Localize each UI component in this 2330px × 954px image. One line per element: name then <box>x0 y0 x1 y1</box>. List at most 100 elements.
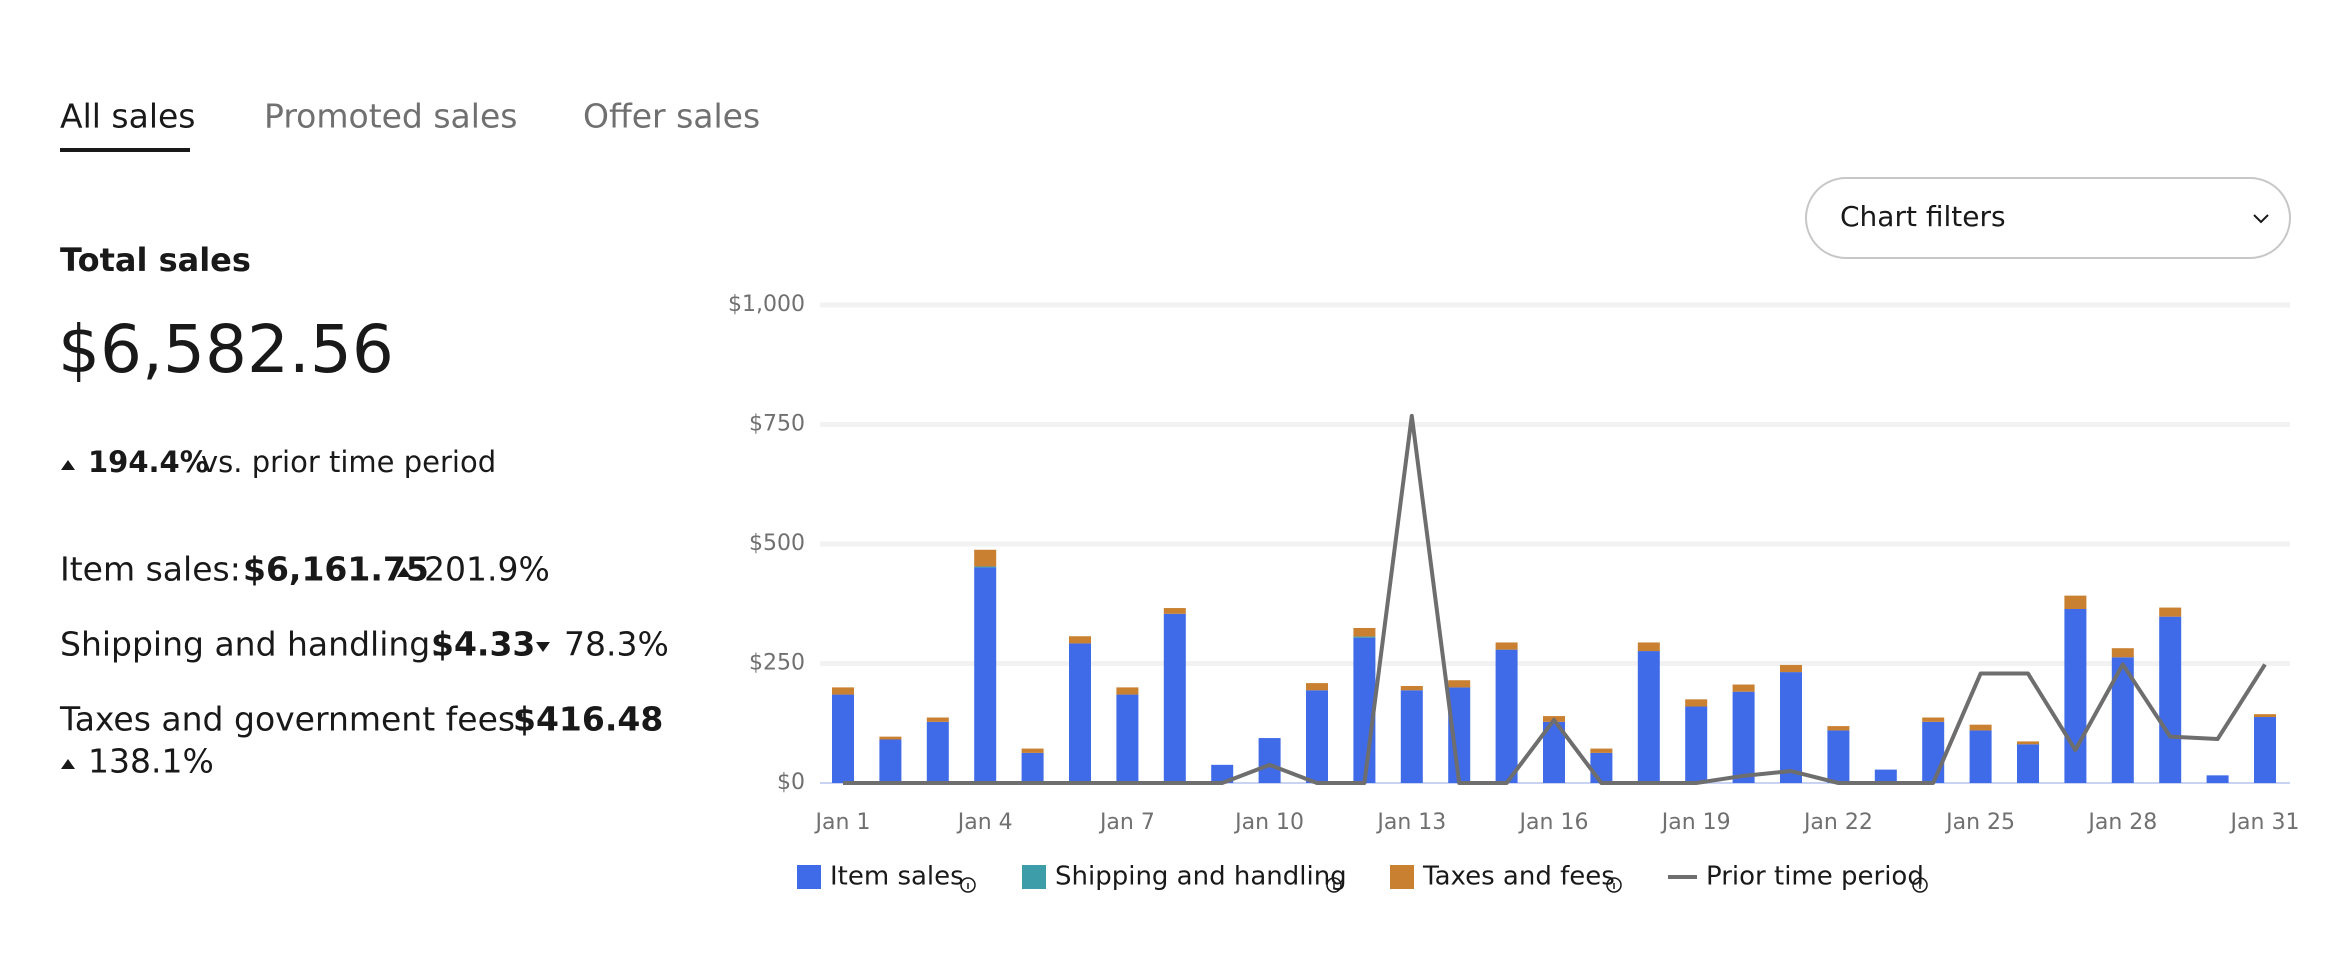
bar-segment <box>1590 752 1613 783</box>
bar-segment <box>1211 764 1234 783</box>
bar-segment <box>1353 627 1376 637</box>
x-tick-label: Jan 19 <box>1660 810 1731 835</box>
bar-segment <box>1874 769 1897 783</box>
total: $6,582.56 <box>58 311 394 388</box>
bar-segment <box>2254 717 2276 783</box>
tab-underline <box>60 148 190 152</box>
bar-segment <box>1780 672 1802 783</box>
bar-segment <box>879 736 902 740</box>
bar-segment <box>1685 699 1708 707</box>
info-icon <box>1912 877 1928 893</box>
legend-swatch <box>1022 865 1046 889</box>
bar-segment <box>1685 706 1708 783</box>
bar-segment <box>1021 752 1044 783</box>
info-icon <box>1326 877 1342 893</box>
legend-label: Prior time period <box>1706 862 1924 892</box>
bar-segment <box>2111 648 2134 658</box>
legend-label: Item sales <box>830 862 964 892</box>
bar-segment <box>1163 608 1186 614</box>
bar-segment <box>1543 721 1565 783</box>
bar-segment <box>1116 694 1139 783</box>
x-tick-label: Jan 28 <box>2086 810 2157 835</box>
x-tick-label: Jan 4 <box>956 810 1013 835</box>
item-label: Taxes and government fees: <box>59 700 526 739</box>
item-change: 78.3% <box>564 625 669 664</box>
chart: $0 $250 $500 $750 $1,000 Jan 1 Jan 4 Jan 7 Jan 1… <box>728 292 2300 893</box>
bar-segment <box>1021 748 1044 753</box>
bar-segment <box>2159 607 2182 617</box>
bar-segment <box>1069 643 1091 783</box>
legend-swatch <box>797 865 821 889</box>
bar-segment <box>1495 642 1518 650</box>
bar-segment <box>1590 748 1613 753</box>
bar-segment <box>1400 690 1423 783</box>
bar-segment <box>1969 730 1992 783</box>
up-arrow <box>397 567 411 577</box>
filter-button-label[interactable]: Chart filters <box>1840 200 2006 233</box>
bar-segment <box>2111 657 2134 783</box>
item-amount: $416.48 <box>513 700 663 739</box>
bar-segment <box>974 549 997 567</box>
item-label: Shipping and handling: <box>60 625 441 664</box>
bar-segment <box>832 694 854 783</box>
x-tick-label: Jan 7 <box>1098 810 1155 835</box>
x-tick-label: Jan 13 <box>1375 810 1446 835</box>
line <box>843 413 2267 785</box>
item-label: Item sales: <box>60 550 241 589</box>
bar-segment <box>2064 609 2087 783</box>
bar-segment <box>1400 685 1423 691</box>
bar-segment <box>1306 683 1328 691</box>
bar-segment <box>974 567 997 783</box>
legend-label: Taxes and fees <box>1422 862 1615 892</box>
bar-segment <box>879 739 902 783</box>
y-tick-label: $750 <box>749 412 805 437</box>
change: 194.4% <box>88 445 209 479</box>
x-tick-label: Jan 25 <box>1944 810 2015 835</box>
bar-segment <box>832 687 854 695</box>
bar-segment <box>2206 775 2229 783</box>
bar-segment <box>1922 721 1945 783</box>
bar-segment <box>1069 636 1091 644</box>
bar-segment <box>1258 738 1281 783</box>
y-tick-label: $250 <box>749 651 805 676</box>
bar-segment <box>926 717 949 722</box>
y-tick-label: $500 <box>749 531 805 556</box>
filter-button[interactable] <box>1805 177 2291 259</box>
bar-segment <box>1780 664 1802 673</box>
bar-segment <box>1827 726 1850 731</box>
y-tick-label: $1,000 <box>728 292 805 317</box>
tab[interactable]: Promoted sales <box>264 97 517 136</box>
x-tick-label: Jan 22 <box>1802 810 1873 835</box>
up-arrow <box>61 460 75 470</box>
x-tick-label: Jan 1 <box>814 810 871 835</box>
bar-segment <box>1163 613 1186 783</box>
tab[interactable]: Offer sales <box>583 97 760 136</box>
bar-segment <box>1637 642 1660 652</box>
bar-segment <box>1922 717 1945 722</box>
info-icon <box>1606 877 1622 893</box>
summary-title: Total sales <box>60 241 251 279</box>
chevron <box>2253 214 2269 224</box>
x-tick-label: Jan 10 <box>1233 810 1304 835</box>
bar-segment <box>2064 595 2087 610</box>
bar-segment <box>1969 724 1992 731</box>
item-change: 201.9% <box>424 550 550 589</box>
bar-segment <box>1732 684 1755 692</box>
item-change: 138.1% <box>88 742 214 781</box>
bar-segment <box>1116 687 1139 695</box>
change-note: vs. prior time period <box>201 445 496 479</box>
item-amount: $4.33 <box>431 625 535 664</box>
up-arrow <box>61 759 75 769</box>
bar-segment <box>1448 687 1471 783</box>
y-tick-label: $0 <box>777 770 805 795</box>
tab[interactable]: All sales <box>60 97 195 136</box>
x-tick-label: Jan 16 <box>1518 810 1589 835</box>
bar-segment <box>1306 690 1328 783</box>
bar-segment <box>1827 730 1850 783</box>
legend-swatch <box>1390 865 1414 889</box>
bar-segment <box>1495 649 1518 783</box>
bar-segment <box>2017 744 2039 783</box>
x-tick-label: Jan 31 <box>2229 810 2300 835</box>
